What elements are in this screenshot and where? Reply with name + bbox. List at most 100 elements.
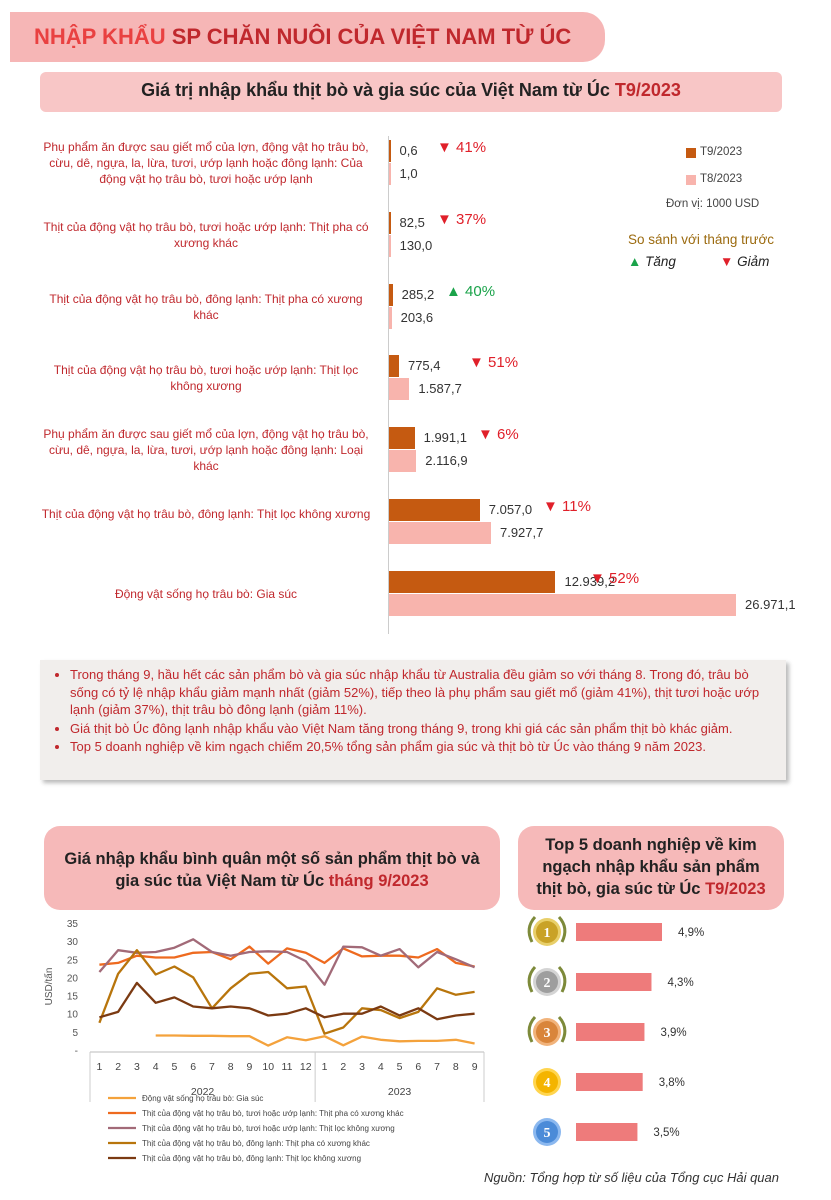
bar-chart-axis [388, 136, 389, 634]
bar-value-label: 26.971,1 [745, 597, 796, 612]
line-series-3 [98, 938, 476, 986]
top5-bar [576, 923, 662, 941]
legend-swatch-t8 [686, 175, 696, 185]
source-footer: Nguồn: Tổng hợp từ số liệu của Tổng cục … [483, 1170, 779, 1185]
top5-value-label: 3,9% [660, 1027, 686, 1039]
bar-category-label: Thịt của động vật họ trâu bò, đông lạnh:… [49, 292, 363, 322]
bar-t9 [389, 355, 399, 377]
bar-t9 [389, 571, 556, 593]
y-tick-label: 10 [67, 1010, 79, 1021]
bar-t8 [389, 378, 410, 400]
x-tick-label: 6 [415, 1061, 421, 1073]
medal-icon [536, 921, 558, 943]
top5-bar-chart: 1 4,9% 2 4,3% 3 3,9% 4 3,8% 5 3,5% [527, 915, 704, 1146]
x-tick-label: 7 [209, 1061, 215, 1073]
medal-icon [536, 1071, 558, 1093]
medal-rank-label: 5 [544, 1126, 551, 1141]
change-indicator: ▼ 6% [478, 426, 519, 443]
top5-title-box [518, 826, 784, 910]
change-indicator: ▲ 40% [446, 283, 496, 300]
y-axis-label: USD/tấn [43, 968, 55, 1006]
x-tick-label: 1 [96, 1061, 102, 1073]
bar-t9 [389, 140, 391, 162]
x-tick-label: 2 [115, 1061, 121, 1073]
bar-t8 [389, 307, 392, 329]
bar-chart-title: Giá trị nhập khẩu thịt bò và gia súc của… [141, 80, 681, 100]
bar-chart-title-box [40, 72, 782, 112]
bar-t9 [389, 499, 480, 521]
x-tick-label: 10 [262, 1061, 274, 1073]
bar-category-label: Phụ phẩm ăn được sau giết mổ của lợn, độ… [43, 140, 369, 186]
compare-down: ▼ Giảm [720, 254, 770, 269]
x-tick-label: 2 [340, 1061, 346, 1073]
bar-value-label: 775,4 [407, 358, 441, 373]
legend-label-t8: T8/2023 [700, 173, 743, 185]
x-tick-label: 6 [190, 1061, 196, 1073]
change-indicator: ▼ 37% [437, 211, 487, 228]
y-tick-label: 15 [67, 992, 79, 1003]
top5-value-label: 4,3% [667, 977, 693, 989]
note-item: Trong tháng 9, hầu hết các sản phẩm bò v… [70, 666, 772, 719]
x-group-label: 2022 [191, 1086, 215, 1098]
laurel-icon [527, 915, 537, 943]
change-indicator: ▼ 52% [590, 570, 640, 587]
y-tick-label: 30 [67, 937, 79, 948]
legend-series-label: Thịt của động vật họ trâu bò, tươi hoặc … [142, 1124, 395, 1133]
notes-box: Trong tháng 9, hầu hết các sản phẩm bò v… [40, 660, 786, 780]
bar-category-label: Phụ phẩm ăn được sau giết mổ của lợn, độ… [43, 427, 369, 473]
bar-t9 [389, 284, 393, 306]
medal-icon [536, 1121, 558, 1143]
line-series-2 [99, 945, 475, 968]
y-tick-label: 20 [67, 973, 79, 984]
x-tick-label: 7 [434, 1061, 440, 1073]
medal-icon [536, 1021, 558, 1043]
bar-value-label: 12.939,2 [564, 574, 616, 589]
unit-label: Đơn vị: 1000 USD [666, 198, 760, 210]
bar-t8 [389, 163, 391, 185]
bar-value-label: 203,6 [400, 310, 434, 325]
header-banner [10, 12, 605, 62]
bar-category-label: Thịt của động vật họ trâu bò, đông lạnh:… [41, 507, 371, 521]
laurel-icon [557, 1015, 567, 1043]
bar-value-label: 1.587,7 [418, 381, 462, 396]
bar-t9 [389, 427, 415, 449]
bar-value-label: 1.991,1 [423, 430, 467, 445]
x-tick-label: 5 [172, 1061, 178, 1073]
y-tick-label: 5 [72, 1028, 78, 1039]
legend-series-label: Động vật sống họ trâu bò: Gia súc [142, 1094, 263, 1103]
line-series-5 [99, 981, 475, 1021]
bar-category-label: Thịt của động vật họ trâu bò, tươi hoặc … [53, 363, 359, 393]
bar-t8 [389, 594, 736, 616]
line-chart-title: Giá nhập khẩu bình quân một số sản phẩm … [64, 850, 480, 890]
bar-value-label: 82,5 [399, 215, 425, 230]
legend-series-label: Thịt của động vật họ trâu bò, đông lạnh:… [142, 1139, 370, 1148]
bar-t9 [389, 212, 391, 234]
medal-rank-label: 2 [544, 976, 551, 991]
x-tick-label: 5 [397, 1061, 403, 1073]
line-chart-title-box [44, 826, 500, 910]
x-tick-label: 12 [300, 1061, 312, 1073]
laurel-icon [527, 965, 537, 993]
medal-rank-label: 3 [544, 1026, 551, 1041]
change-indicator: ▼ 41% [437, 139, 487, 156]
y-tick-label: - [75, 1046, 78, 1057]
compare-title: So sánh với tháng trước [628, 232, 775, 247]
change-indicator: ▼ 51% [469, 354, 519, 371]
page-title: NHẬP KHẨU SP CHĂN NUÔI CỦA VIỆT NAM TỪ Ú… [34, 24, 572, 49]
note-item: Giá thịt bò Úc đông lạnh nhập khẩu vào V… [70, 720, 772, 738]
laurel-icon [557, 915, 567, 943]
line-series-1 [155, 1034, 475, 1047]
x-tick-label: 4 [153, 1061, 159, 1073]
medal-rank-label: 1 [544, 926, 551, 941]
x-tick-label: 8 [228, 1061, 234, 1073]
top5-title: Top 5 doanh nghiệp về kim ngạch nhập khẩ… [536, 836, 766, 898]
bar-category-label: Động vật sống họ trâu bò: Gia súc [114, 587, 298, 601]
x-tick-label: 9 [247, 1061, 253, 1073]
top5-bar [576, 973, 652, 991]
x-tick-label: 3 [359, 1061, 365, 1073]
x-tick-label: 1 [322, 1061, 328, 1073]
top5-bar [576, 1073, 643, 1091]
bar-value-label: 7.057,0 [488, 502, 533, 517]
top5-value-label: 3,8% [659, 1077, 685, 1089]
